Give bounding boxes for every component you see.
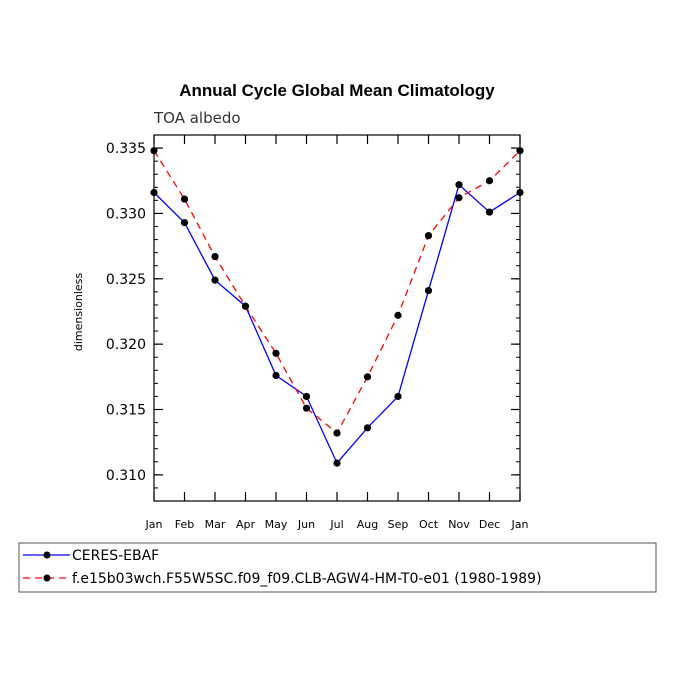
data-point <box>302 404 311 412</box>
data-point <box>485 177 494 185</box>
x-tick-label: Jun <box>297 518 315 531</box>
data-point <box>241 302 250 310</box>
x-tick-label: Mar <box>205 518 226 531</box>
legend-label-ceres: CERES-EBAF <box>72 548 159 564</box>
y-tick-label: 0.325 <box>106 272 146 288</box>
legend-label-model: f.e15b03wch.F55W5SC.f09_f09.CLB-AGW4-HM-… <box>72 571 542 587</box>
x-tick-labels: Jan Feb Mar Apr May Jun Jul Aug Sep Oct Nov Dec Jan <box>145 518 529 531</box>
data-point <box>211 252 219 261</box>
data-point <box>455 194 463 202</box>
data-point <box>363 373 372 381</box>
data-point <box>333 459 341 467</box>
data-point <box>394 392 402 401</box>
chart-subtitle: TOA albedo <box>153 109 241 127</box>
data-point <box>211 276 219 284</box>
data-point <box>302 392 311 401</box>
data-point <box>455 181 463 189</box>
x-tick-label: Dec <box>479 518 500 531</box>
legend-marker-ceres <box>43 551 51 559</box>
plot-frame <box>153 134 521 502</box>
y-tick-label: 0.330 <box>106 206 146 222</box>
legend-box <box>18 542 657 593</box>
y-tick-label: 0.335 <box>106 141 146 157</box>
x-tick-label: Apr <box>236 518 256 531</box>
legend: CERES-EBAF f.e15b03wch.F55W5SC.f09_f09.C… <box>18 542 657 593</box>
data-point <box>333 429 341 437</box>
data-point <box>485 208 494 216</box>
x-tick-label: Jul <box>329 518 343 531</box>
data-point <box>272 349 280 357</box>
y-tick-labels: 0.310 0.315 0.320 0.325 0.330 0.335 <box>106 141 146 484</box>
data-point <box>180 195 189 203</box>
x-tick-label: May <box>265 518 288 531</box>
x-tick-label: Feb <box>175 518 194 531</box>
series-layer <box>150 147 524 467</box>
data-point <box>272 371 280 380</box>
legend-marker-model <box>43 574 51 582</box>
x-tick-label: Oct <box>419 518 439 531</box>
x-tick-label: Jan <box>511 518 529 531</box>
data-point <box>394 311 402 319</box>
y-tick-label: 0.320 <box>106 337 146 353</box>
y-axis-title: dimensionless <box>72 273 85 352</box>
y-tick-label: 0.310 <box>106 468 146 484</box>
x-tick-label: Jan <box>145 518 163 531</box>
data-point <box>363 424 372 432</box>
x-tick-label: Sep <box>388 518 409 531</box>
chart-title: Annual Cycle Global Mean Climatology <box>179 81 495 100</box>
data-point <box>424 286 433 295</box>
data-point <box>424 232 433 240</box>
x-tick-label: Nov <box>448 518 470 531</box>
y-tick-label: 0.315 <box>106 403 146 419</box>
data-point <box>180 218 189 227</box>
x-tick-label: Aug <box>357 518 378 531</box>
